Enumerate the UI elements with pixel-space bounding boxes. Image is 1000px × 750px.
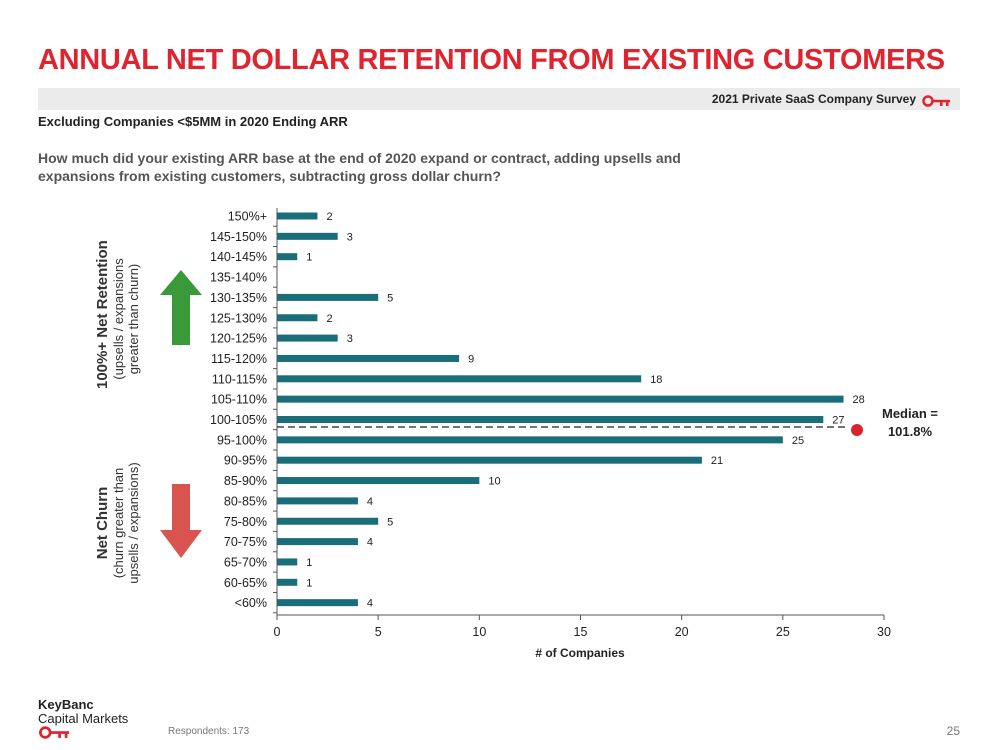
x-axis-label: # of Companies bbox=[535, 646, 625, 660]
category-label: 105-110% bbox=[211, 393, 267, 407]
value-label: 4 bbox=[367, 598, 373, 610]
value-label: 25 bbox=[792, 435, 804, 447]
median-annotation: Median = 101.8% bbox=[870, 405, 950, 441]
x-tick-label: 10 bbox=[472, 625, 486, 639]
category-label: 140-145% bbox=[210, 250, 267, 264]
bar bbox=[277, 232, 338, 240]
category-label: 135-140% bbox=[210, 271, 267, 285]
category-label: <60% bbox=[235, 596, 267, 610]
x-tick-label: 5 bbox=[375, 625, 382, 639]
value-label: 18 bbox=[650, 374, 662, 386]
x-tick-label: 20 bbox=[675, 625, 689, 639]
category-label: 115-120% bbox=[211, 352, 267, 366]
value-label: 9 bbox=[468, 353, 474, 365]
value-label: 2 bbox=[326, 211, 332, 223]
bar bbox=[277, 477, 480, 485]
bar bbox=[277, 334, 338, 342]
category-label: 130-135% bbox=[210, 291, 267, 305]
median-label: Median = bbox=[882, 406, 938, 421]
value-label: 28 bbox=[853, 394, 865, 406]
bar bbox=[277, 253, 298, 261]
value-label: 21 bbox=[711, 455, 723, 467]
value-label: 5 bbox=[387, 292, 393, 304]
net-churn-side-label: Net Churn (churn greater than upsells / … bbox=[94, 462, 141, 584]
bar bbox=[277, 354, 460, 362]
value-label: 3 bbox=[347, 231, 353, 243]
value-label: 4 bbox=[367, 496, 373, 508]
x-tick-label: 25 bbox=[776, 625, 790, 639]
bar bbox=[277, 293, 379, 301]
bar bbox=[277, 578, 298, 586]
bar bbox=[277, 375, 642, 383]
net-retention-side-label: 100%+ Net Retention (upsells / expansion… bbox=[94, 240, 141, 389]
bar bbox=[277, 599, 358, 607]
survey-question: How much did your existing ARR base at t… bbox=[38, 150, 681, 184]
up-arrow-icon bbox=[160, 270, 202, 345]
bar bbox=[277, 456, 702, 464]
bar bbox=[277, 558, 298, 566]
bar bbox=[277, 416, 824, 423]
category-label: 75-80% bbox=[224, 515, 267, 529]
page-title: ANNUAL NET DOLLAR RETENTION FROM EXISTIN… bbox=[38, 44, 945, 76]
respondents-note: Respondents: 173 bbox=[168, 726, 250, 737]
bar bbox=[277, 538, 358, 546]
value-label: 1 bbox=[306, 577, 312, 589]
category-label: 70-75% bbox=[224, 535, 267, 549]
value-label: 10 bbox=[488, 476, 500, 488]
category-label: 85-90% bbox=[224, 474, 267, 488]
category-label: 120-125% bbox=[210, 332, 267, 346]
survey-label: 2021 Private SaaS Company Survey bbox=[711, 92, 916, 106]
category-label: 150%+ bbox=[228, 210, 267, 224]
median-value: 101.8% bbox=[887, 424, 933, 439]
x-tick-label: 0 bbox=[274, 625, 281, 639]
category-label: 110-115% bbox=[212, 372, 267, 386]
category-label: 95-100% bbox=[217, 433, 267, 447]
bar bbox=[277, 497, 358, 505]
value-label: 2 bbox=[326, 313, 332, 325]
category-label: 80-85% bbox=[224, 494, 267, 508]
bar bbox=[277, 314, 318, 322]
chart-subtitle: Excluding Companies <$5MM in 2020 Ending… bbox=[38, 114, 348, 129]
x-tick-label: 15 bbox=[574, 625, 588, 639]
survey-banner: 2021 Private SaaS Company Survey bbox=[38, 88, 960, 110]
value-label: 1 bbox=[306, 252, 312, 264]
category-label: 65-70% bbox=[224, 555, 267, 569]
bar bbox=[277, 517, 379, 525]
page-number: 25 bbox=[946, 724, 960, 738]
key-logo-icon bbox=[39, 726, 70, 739]
key-logo-icon bbox=[922, 94, 952, 112]
value-label: 1 bbox=[306, 557, 312, 569]
value-label: 3 bbox=[347, 333, 353, 345]
category-label: 125-130% bbox=[210, 311, 267, 325]
category-label: 60-65% bbox=[224, 576, 267, 590]
bar bbox=[277, 395, 844, 403]
down-arrow-icon bbox=[160, 484, 202, 558]
value-label: 5 bbox=[387, 516, 393, 528]
bar bbox=[277, 436, 783, 444]
median-marker bbox=[851, 424, 863, 436]
category-label: 145-150% bbox=[210, 230, 267, 244]
category-label: 90-95% bbox=[224, 454, 267, 468]
x-tick-label: 30 bbox=[877, 625, 891, 639]
value-label: 27 bbox=[832, 415, 844, 427]
keybanc-logo: KeyBanc Capital Markets bbox=[38, 697, 128, 744]
bar bbox=[277, 212, 318, 220]
category-label: 100-105% bbox=[210, 413, 267, 427]
value-label: 4 bbox=[367, 537, 373, 549]
